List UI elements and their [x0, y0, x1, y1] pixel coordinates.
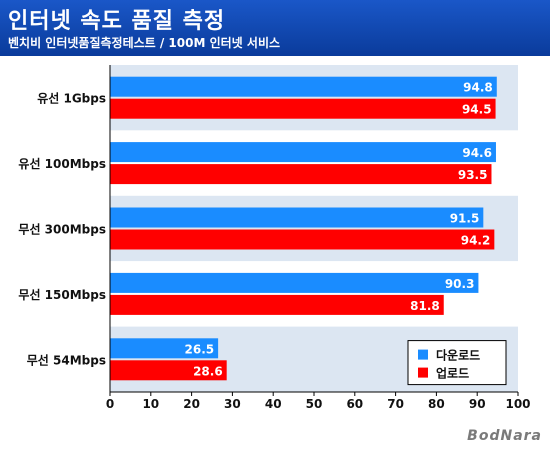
bar-value-label: 91.5 — [450, 212, 480, 226]
x-tick-label: 60 — [346, 397, 363, 411]
bar-download — [110, 272, 479, 293]
bar-chart: 94.8 94.5 유선 1Gbps 94.6 93.5 유선 100Mbps 91.5 94… — [18, 65, 531, 411]
bar-download — [110, 76, 497, 97]
category-label: 무선 54Mbps — [27, 352, 106, 367]
x-tick-label: 90 — [469, 397, 486, 411]
bar-value-label: 93.5 — [458, 168, 488, 182]
bar-upload — [110, 229, 495, 250]
bar-download — [110, 207, 484, 228]
bar-value-label: 94.8 — [463, 81, 493, 95]
category-label: 무선 300Mbps — [18, 222, 106, 237]
bar-upload — [110, 294, 444, 315]
bar-value-label: 26.5 — [185, 342, 215, 356]
bar-download — [110, 142, 496, 163]
chart-header: 인터넷 속도 품질 측정 벤치비 인터넷품질측정테스트 / 100M 인터넷 서… — [0, 0, 550, 56]
bar-value-label: 94.6 — [462, 146, 492, 160]
chart-subtitle: 벤치비 인터넷품질측정테스트 / 100M 인터넷 서비스 — [8, 36, 281, 50]
bar-upload — [110, 360, 227, 381]
bar-value-label: 28.6 — [193, 364, 223, 378]
category-band — [110, 195, 518, 262]
category-band — [110, 261, 518, 327]
category-label: 유선 1Gbps — [37, 91, 106, 106]
watermark: BodNara — [467, 428, 542, 444]
bar-value-label: 90.3 — [445, 277, 475, 291]
bar-download — [110, 338, 219, 359]
x-tick-label: 50 — [306, 397, 323, 411]
x-tick-label: 80 — [428, 397, 445, 411]
category-band — [110, 65, 518, 131]
legend-swatch — [418, 349, 428, 360]
bar-value-label: 94.5 — [462, 103, 492, 117]
x-tick-label: 100 — [505, 397, 530, 411]
category-label: 유선 100Mbps — [18, 156, 106, 171]
bar-upload — [110, 98, 496, 119]
category-band — [110, 130, 518, 196]
chart-title: 인터넷 속도 품질 측정 — [8, 9, 226, 34]
x-tick-label: 40 — [265, 397, 282, 411]
x-tick-label: 70 — [387, 397, 404, 411]
category-label: 무선 150Mbps — [18, 287, 106, 302]
bar-value-label: 81.8 — [410, 299, 440, 313]
legend-label: 다운로드 — [436, 348, 480, 363]
legend-swatch — [418, 367, 428, 378]
x-tick-label: 0 — [106, 397, 114, 411]
bar-upload — [110, 164, 492, 185]
bar-value-label: 94.2 — [461, 234, 491, 248]
x-tick-label: 10 — [142, 397, 159, 411]
x-tick-label: 20 — [183, 397, 200, 411]
x-tick-label: 30 — [224, 397, 241, 411]
legend-label: 업로드 — [436, 367, 469, 381]
